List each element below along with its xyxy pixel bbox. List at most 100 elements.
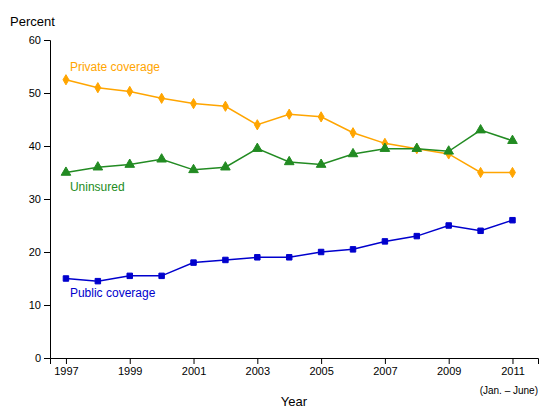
y-tick-label: 0	[35, 352, 41, 364]
x-tick-mark	[130, 358, 131, 364]
marker	[286, 109, 292, 119]
x-tick: 2003	[246, 358, 270, 377]
marker	[382, 239, 387, 244]
x-tick: 2005	[309, 358, 333, 377]
x-tick: 1997	[54, 358, 78, 377]
marker	[61, 167, 71, 175]
marker	[478, 167, 484, 177]
x-tick: 1999	[118, 358, 142, 377]
x-tick-mark	[257, 358, 258, 364]
x-tick-label: 2003	[246, 365, 270, 377]
marker	[191, 99, 197, 109]
y-tick-label: 60	[29, 34, 41, 46]
marker	[189, 164, 199, 172]
marker	[414, 233, 419, 238]
x-tick-label: 1997	[54, 365, 78, 377]
y-tick-label: 40	[29, 140, 41, 152]
marker	[318, 112, 324, 122]
x-tick: 2001	[182, 358, 206, 377]
marker	[284, 156, 294, 164]
marker	[63, 75, 69, 85]
marker	[159, 93, 165, 103]
y-tick-mark	[44, 93, 50, 94]
x-tick-mark	[385, 358, 386, 364]
marker	[127, 86, 133, 96]
x-tick: 2009	[437, 358, 461, 377]
y-tick-mark	[44, 40, 50, 41]
series	[63, 217, 515, 283]
y-tick-mark	[44, 146, 50, 147]
y-axis-title: Percent	[10, 14, 55, 29]
x-tick-label: 2005	[309, 365, 333, 377]
y-tick-label: 20	[29, 246, 41, 258]
x-tick-label: 2001	[182, 365, 206, 377]
marker	[444, 146, 454, 154]
marker	[350, 128, 356, 138]
x-tick-mark	[321, 358, 322, 364]
x-axis-line	[51, 359, 539, 365]
marker	[223, 257, 228, 262]
marker	[191, 260, 196, 265]
series-group	[61, 75, 517, 284]
y-tick: 60	[29, 34, 50, 46]
x-tick-mark	[512, 358, 513, 364]
y-tick-mark	[44, 252, 50, 253]
marker	[476, 125, 486, 133]
x-axis: 1997 1999 2001 2003 2005 2007 2009 2011	[51, 358, 539, 377]
x-tick: 2007	[373, 358, 397, 377]
y-axis-line	[44, 41, 51, 359]
y-tick: 40	[29, 140, 50, 152]
marker	[63, 276, 68, 281]
y-tick: 0	[35, 352, 50, 364]
annotation: (Jan. – June)	[480, 385, 538, 396]
series	[63, 75, 515, 178]
line	[66, 130, 513, 172]
marker	[125, 159, 135, 167]
marker	[95, 278, 100, 283]
marker	[316, 159, 326, 167]
marker	[95, 83, 101, 93]
marker	[159, 273, 164, 278]
y-tick-mark	[44, 199, 50, 200]
marker	[348, 148, 358, 156]
marker	[510, 217, 515, 222]
x-tick-label: 1999	[118, 365, 142, 377]
marker	[412, 143, 422, 151]
series-label: Private coverage	[70, 60, 160, 74]
plot: 1997 1999 2001 2003 2005 2007 2009 2011 0 10 20 30 4…	[29, 34, 539, 377]
marker	[510, 167, 516, 177]
x-tick-label: 2007	[373, 365, 397, 377]
x-tick-mark	[449, 358, 450, 364]
series	[61, 125, 517, 176]
marker	[253, 143, 263, 151]
x-axis-title: Year	[281, 394, 308, 409]
y-tick-label: 30	[29, 193, 41, 205]
marker	[286, 255, 291, 260]
y-tick: 20	[29, 246, 50, 258]
y-tick: 50	[29, 87, 50, 99]
y-tick-label: 10	[29, 299, 41, 311]
x-tick-label: 2011	[501, 365, 525, 377]
marker	[350, 247, 355, 252]
y-tick-label: 50	[29, 87, 41, 99]
line	[66, 220, 513, 281]
line	[66, 80, 513, 173]
marker	[255, 255, 260, 260]
marker	[318, 249, 323, 254]
marker	[254, 120, 260, 130]
marker	[446, 223, 451, 228]
marker	[127, 273, 132, 278]
y-tick-mark	[44, 358, 50, 359]
marker	[157, 154, 167, 162]
y-axis: 0 10 20 30 40 50 60	[29, 34, 51, 364]
marker	[380, 143, 390, 151]
chart: 1997 1999 2001 2003 2005 2007 2009 2011 0 10 20 30 4…	[0, 0, 560, 420]
series-label: Public coverage	[70, 286, 156, 300]
y-tick: 30	[29, 193, 50, 205]
x-tick-mark	[66, 358, 67, 364]
series-labels: Private coverageUninsuredPublic coverage	[70, 60, 160, 300]
marker	[222, 101, 228, 111]
marker	[93, 162, 103, 170]
y-tick-mark	[44, 305, 50, 306]
marker	[221, 162, 231, 170]
